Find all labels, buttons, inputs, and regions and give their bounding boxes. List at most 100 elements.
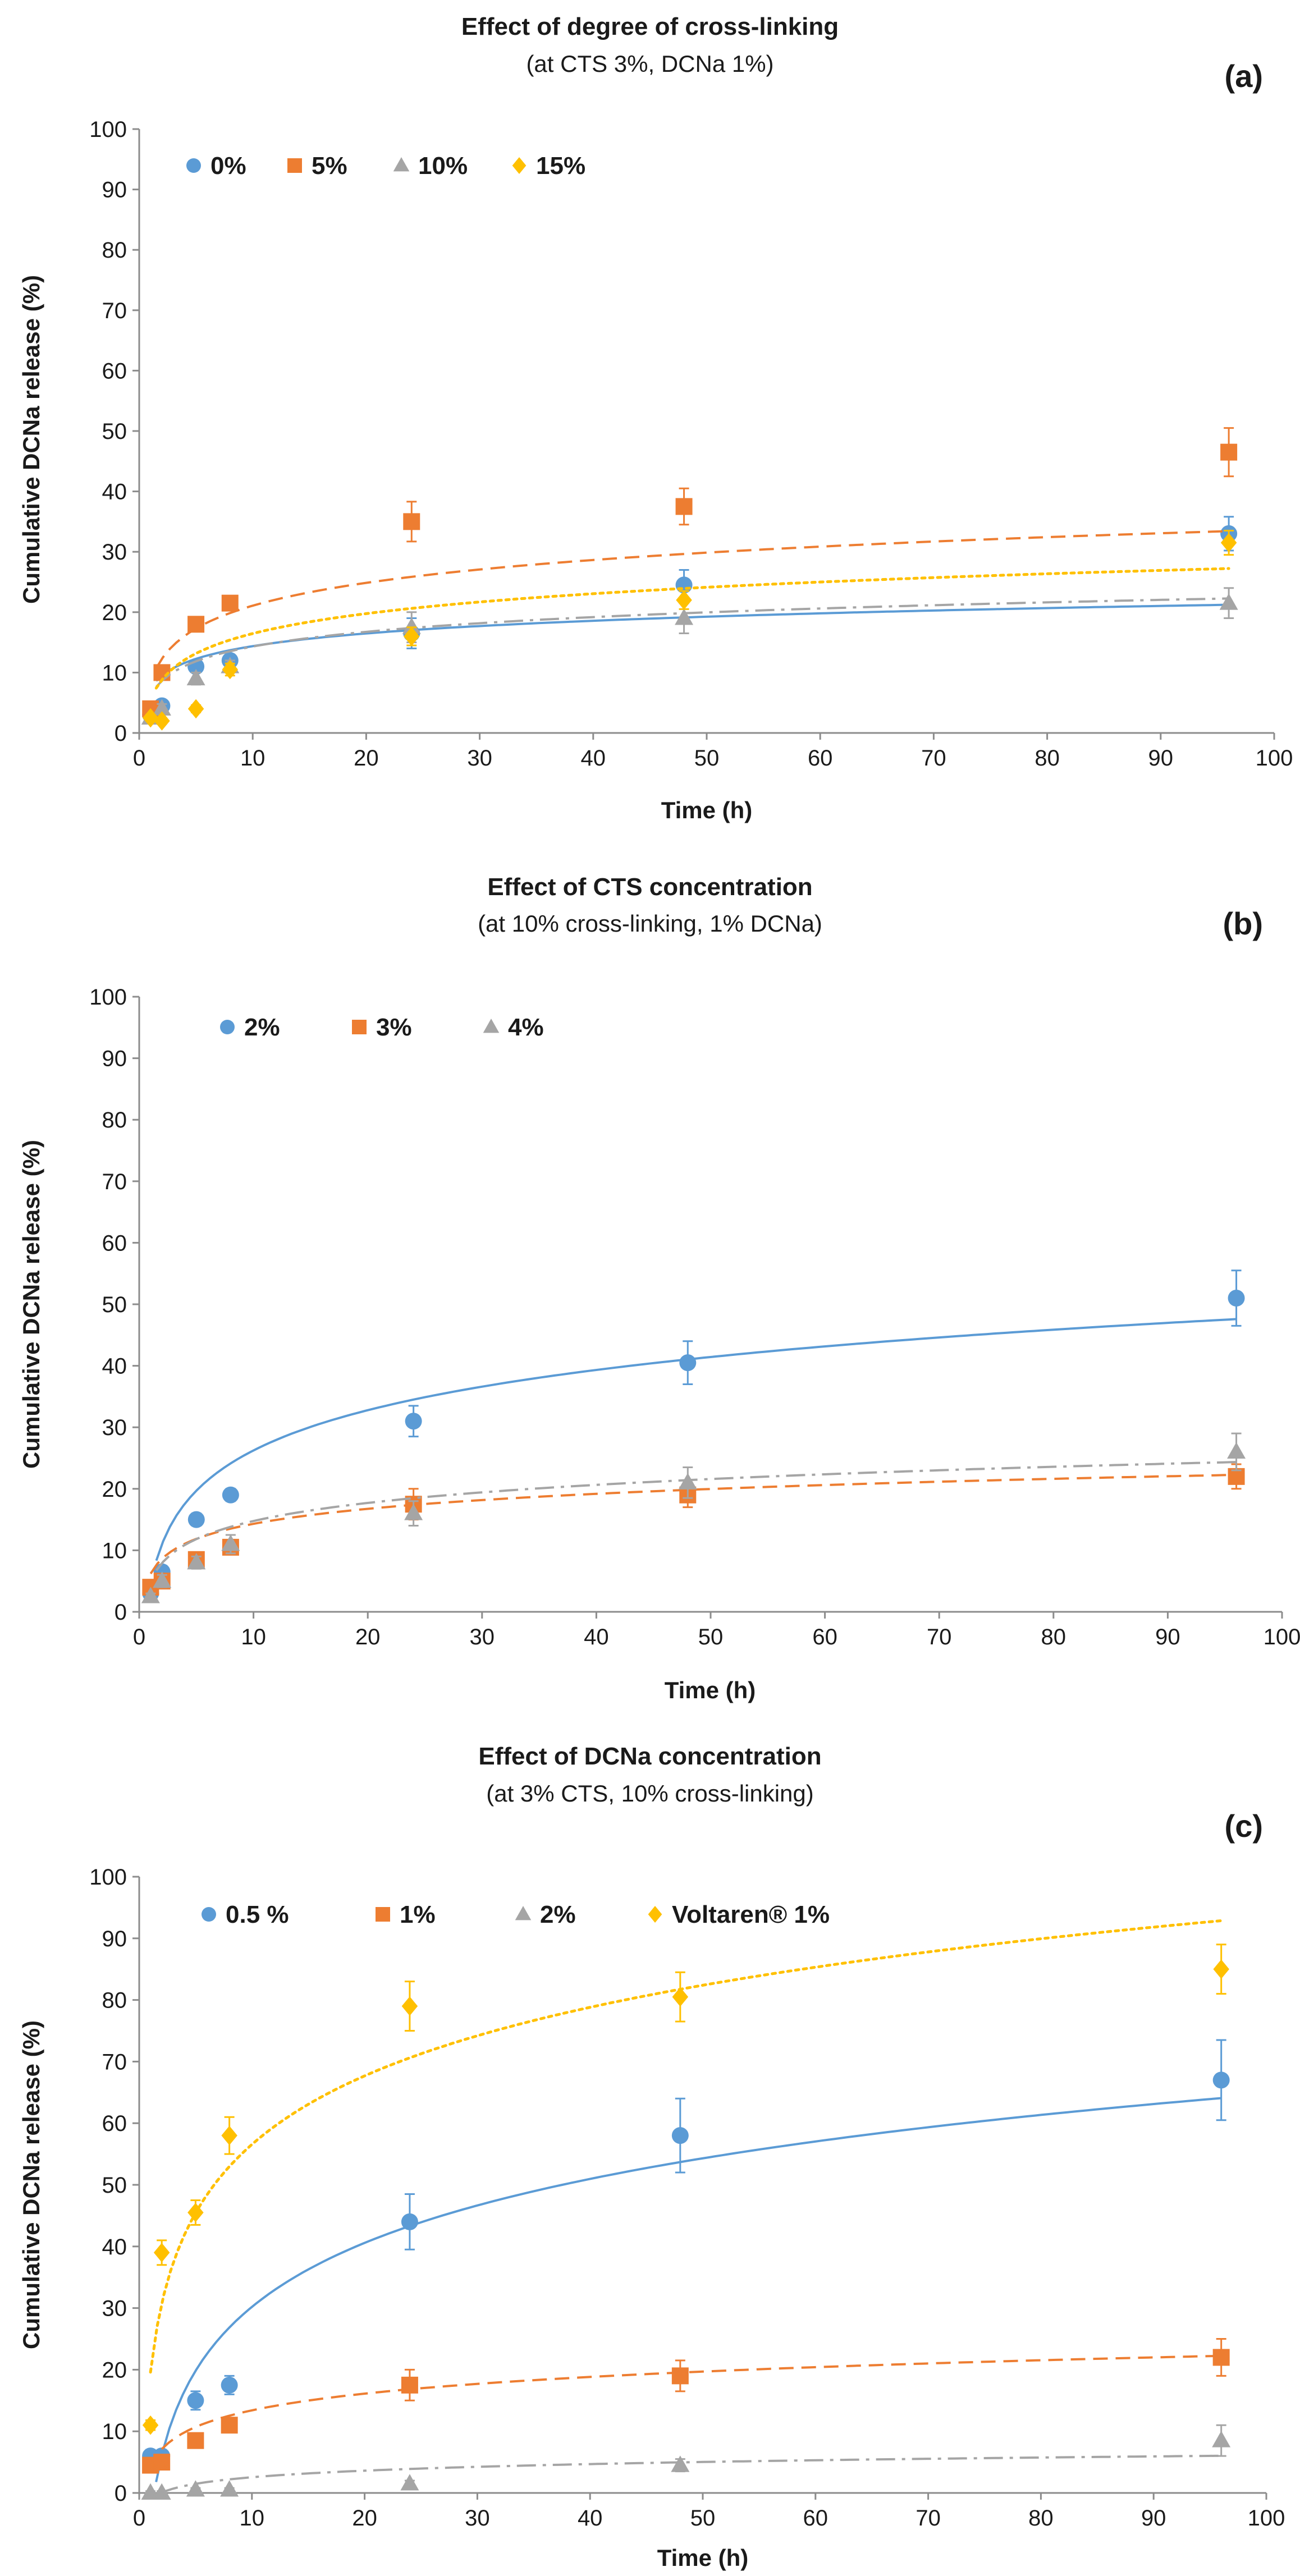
trendline-3 [149,1474,1237,1575]
data-point-4 [404,1500,423,1527]
triangle-marker [1212,2431,1231,2447]
chart-panel-a: Effect of degree of cross-linking (at CT… [18,13,1293,823]
data-point-2 [152,2483,171,2500]
x-tick-label: 80 [1028,2506,1054,2531]
triangle-marker [152,699,171,716]
legend-item-15: 15% [512,152,585,180]
data-point-15 [404,626,420,647]
x-tick-label: 90 [1141,2506,1166,2531]
legend: 0% 5% 10% 15% [186,152,585,180]
y-tick-label: 40 [102,2235,127,2259]
circle-marker [679,1354,697,1372]
data-point-voltaren-1 [142,2415,159,2435]
diamond-marker [142,708,159,728]
diamond-marker [512,157,527,174]
legend-item-4: 4% [483,1014,544,1041]
y-tick-label: 30 [102,1415,127,1440]
diamond-marker [153,2243,170,2263]
data-point-0-5 [187,2390,204,2411]
y-tick-label: 30 [102,540,127,565]
chart-subtitle: (at 3% CTS, 10% cross-linking) [486,1780,814,1807]
square-marker [153,2454,171,2471]
x-tick-label: 90 [1148,746,1174,771]
triangle-marker [187,1553,206,1570]
x-tick-label: 30 [467,746,492,771]
y-tick-label: 10 [102,661,127,685]
x-tick-label: 0 [133,2506,145,2531]
x-tick-label: 100 [1264,1625,1300,1649]
data-point-0-5 [671,2097,689,2174]
y-tick-label: 20 [102,2358,127,2382]
legend-label: 0.5 % [226,1901,289,1928]
y-tick-label: 90 [102,1927,127,1951]
data-point-1 [401,2368,418,2401]
y-tick-label: 70 [102,299,127,323]
x-axis-label: Time (h) [657,2545,749,2571]
circle-marker [220,1020,235,1034]
diamond-marker [154,711,170,731]
data-point-voltaren-1 [187,2199,204,2226]
data-point-10 [1219,587,1238,620]
triangle-marker [393,157,410,172]
x-tick-label: 50 [698,1625,724,1649]
diamond-marker [221,2125,237,2146]
data-point-5 [1220,427,1238,478]
legend-label: Voltaren® 1% [672,1901,830,1928]
data-point-1 [671,2359,689,2392]
square-marker [221,594,239,612]
x-tick-label: 40 [578,2506,603,2531]
legend-label: 4% [508,1014,544,1041]
x-tick-label: 50 [690,2506,716,2531]
chart-panel-b: Effect of CTS concentration (at 10% cros… [18,873,1300,1703]
x-tick-label: 20 [354,746,379,771]
data-point-5 [403,501,420,543]
chart-panel-c: Effect of DCNa concentration (at 3% CTS,… [18,1743,1285,2571]
x-tick-label: 70 [921,746,946,771]
triangle-marker [221,1534,240,1551]
legend-label: 2% [540,1901,576,1928]
legend-label: 3% [376,1014,412,1041]
x-tick-label: 0 [133,1625,145,1649]
data-point-2 [187,1511,205,1528]
triangle-marker [141,1587,160,1603]
triangle-marker [515,1906,532,1920]
triangle-marker [1227,1442,1246,1459]
y-tick-label: 50 [102,419,127,444]
y-tick-label: 10 [102,1538,127,1563]
y-tick-label: 10 [102,2419,127,2444]
chart-title: Effect of CTS concentration [487,873,812,901]
data-point-1 [221,2417,238,2434]
data-point-10 [186,668,205,686]
data-point-4 [1227,1432,1246,1472]
legend: 0.5 % 1% 2% Voltaren® 1% [202,1901,830,1928]
legend-item-2: 2% [220,1014,280,1041]
data-point-15 [676,590,692,610]
panel-label: (c) [1225,1808,1263,1844]
diamond-marker [142,2415,159,2435]
data-point-4 [187,1553,206,1570]
square-marker [187,2432,204,2449]
y-tick-label: 30 [102,2297,127,2321]
legend-label: 1% [400,1901,436,1928]
y-tick-label: 90 [102,1047,127,1071]
data-point-2 [400,2474,419,2491]
y-tick-label: 50 [102,1292,127,1317]
diamond-marker [1213,1959,1229,1979]
data-point-1 [187,2432,204,2449]
data-point-0-5 [401,2193,418,2250]
y-tick-label: 100 [89,985,127,1010]
data-point-15 [1220,530,1237,556]
x-tick-label: 60 [803,2506,828,2531]
y-tick-label: 100 [89,1865,127,1890]
x-tick-label: 0 [133,746,145,771]
circle-marker [401,2213,418,2230]
legend-item-1: 1% [376,1901,436,1928]
chart-title: Effect of DCNa concentration [478,1743,821,1770]
diamond-marker [1220,533,1237,553]
x-axis-label: Time (h) [665,1677,756,1703]
x-tick-label: 10 [240,2506,265,2531]
data-point-voltaren-1 [153,2239,170,2266]
panel-label: (a) [1225,58,1263,94]
data-point-15 [187,699,204,719]
data-point-voltaren-1 [221,2116,237,2155]
